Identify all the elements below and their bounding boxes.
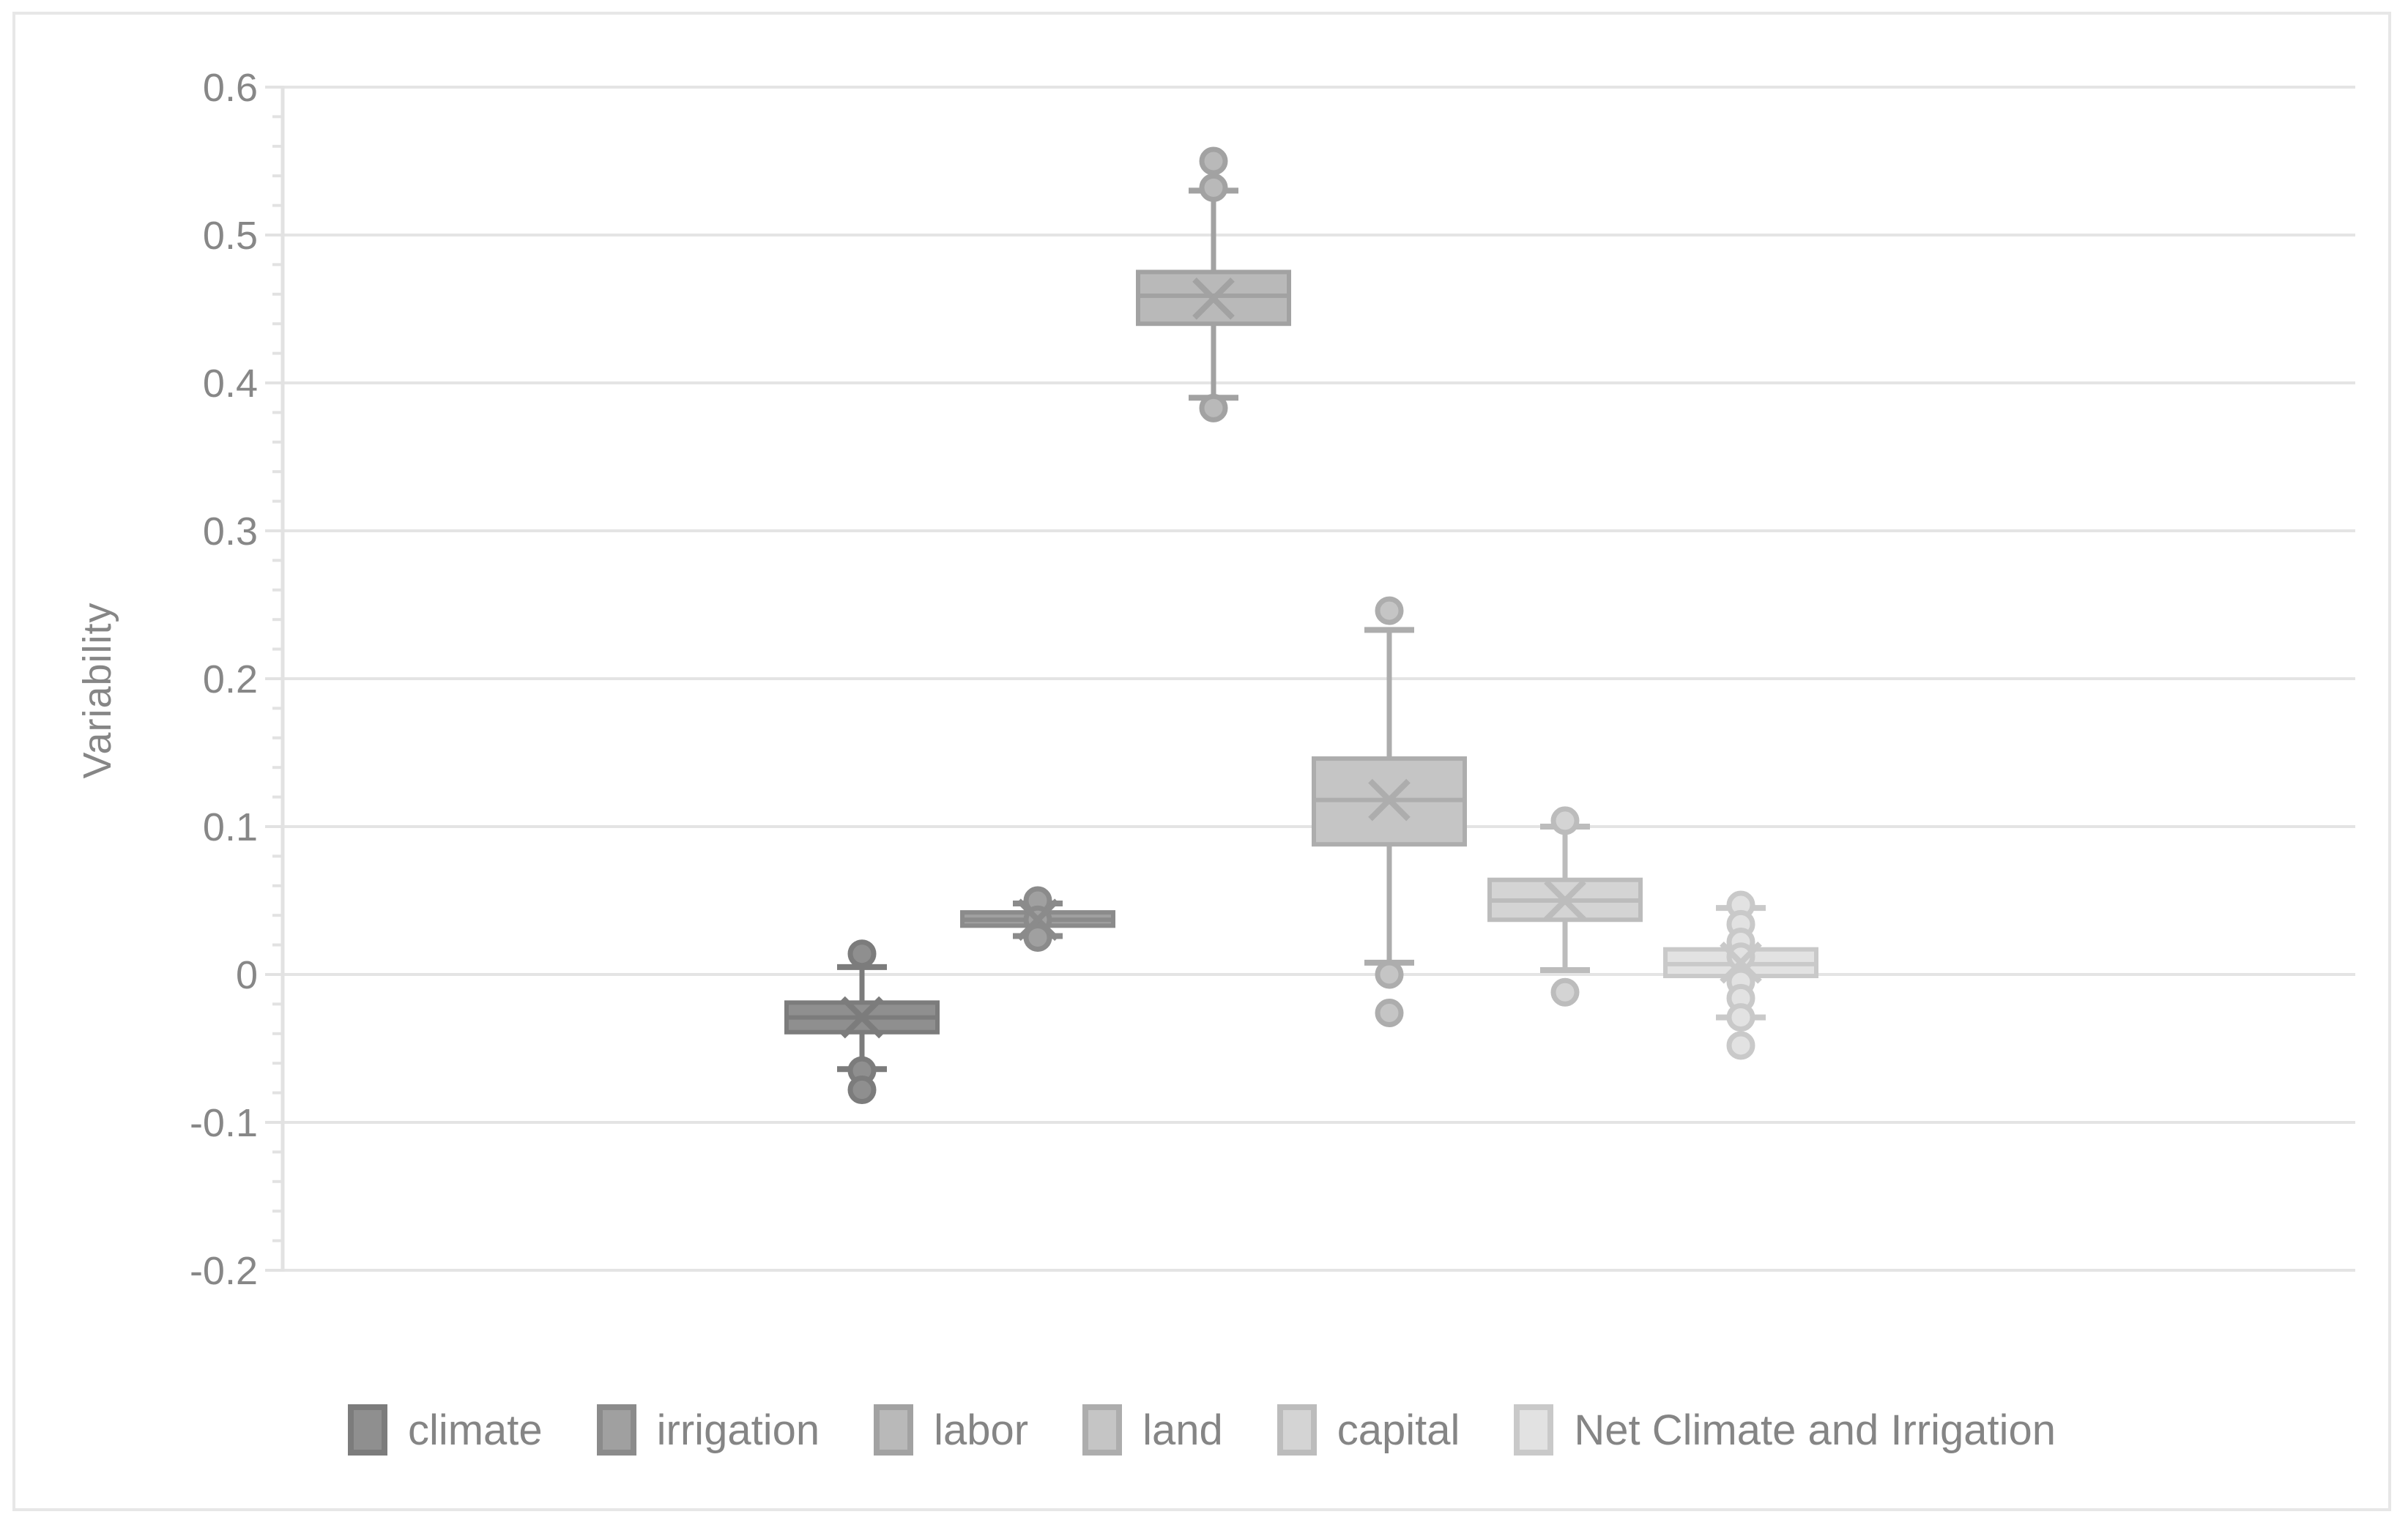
- outlier-dot: [847, 939, 877, 969]
- legend-label-climate: climate: [407, 1406, 543, 1454]
- outlier-dot: [1375, 596, 1404, 625]
- outlier-dot: [1199, 393, 1228, 422]
- series-marks: [784, 146, 1818, 1105]
- series-irrigation: [960, 886, 1115, 952]
- outlier-dot: [1550, 806, 1580, 835]
- legend-label-capital: capital: [1337, 1406, 1460, 1454]
- y-tick-label: 0.3: [203, 510, 258, 554]
- y-tick-label: -0.2: [190, 1249, 258, 1293]
- mean-marker: [1192, 277, 1235, 320]
- legend-item-labor: labor: [874, 1404, 1028, 1456]
- legend-label-net-climate-and-irrigation: Net Climate and Irrigation: [1574, 1406, 2056, 1454]
- y-axis: 0.6 0.5 0.4 0.3 0.2 0.1 0 -0.1 -0.2: [190, 66, 285, 1293]
- outlier-dot: [1199, 146, 1228, 176]
- mean-marker: [1720, 942, 1762, 984]
- outlier-dot: [1726, 1031, 1755, 1060]
- legend-item-net-climate-and-irrigation: Net Climate and Irrigation: [1514, 1404, 2056, 1456]
- series-land: [1312, 596, 1467, 1028]
- legend-label-land: land: [1142, 1406, 1223, 1454]
- outlier-dot: [1199, 173, 1228, 202]
- series-capital: [1487, 806, 1643, 1007]
- mean-marker: [1368, 778, 1411, 821]
- legend-swatch-labor: [874, 1404, 914, 1456]
- legend-item-capital: capital: [1277, 1404, 1460, 1456]
- legend-swatch-climate: [347, 1404, 387, 1456]
- legend-label-labor: labor: [934, 1406, 1029, 1454]
- outlier-dot: [1550, 977, 1580, 1007]
- outlier-dot: [1375, 960, 1404, 989]
- legend-label-irrigation: irrigation: [656, 1406, 820, 1454]
- outlier-dot: [1726, 1003, 1755, 1032]
- y-tick-label: 0.6: [203, 66, 258, 110]
- y-axis-title: Variability: [75, 602, 119, 779]
- mean-marker: [1017, 898, 1059, 942]
- outlier-dot: [1023, 923, 1052, 952]
- y-tick-label: 0.1: [203, 805, 258, 849]
- series-labor: [1136, 146, 1291, 422]
- outlier-dot: [1375, 999, 1404, 1028]
- box-plot-chart: 0.6 0.5 0.4 0.3 0.2 0.1 0 -0.1 -0.2: [190, 66, 2355, 1293]
- legend-swatch-capital: [1277, 1404, 1317, 1456]
- y-tick-label: 0: [236, 953, 258, 997]
- legend: climate irrigation labor land capital Net Cli…: [15, 1390, 2388, 1470]
- outlier-dot: [847, 1076, 877, 1105]
- legend-swatch-net-climate-and-irrigation: [1514, 1404, 1554, 1456]
- chart-figure: 0.6 0.5 0.4 0.3 0.2 0.1 0 -0.1 -0.2 Variability …: [12, 12, 2391, 1511]
- legend-item-land: land: [1082, 1404, 1223, 1456]
- mean-marker: [841, 996, 883, 1039]
- y-tick-label: 0.5: [203, 214, 258, 258]
- legend-item-climate: climate: [347, 1404, 543, 1456]
- y-tick-label: 0.4: [203, 362, 258, 406]
- legend-swatch-land: [1082, 1404, 1123, 1456]
- y-tick-label: 0.2: [203, 657, 258, 701]
- gridlines: [283, 86, 2355, 1272]
- series-climate: [784, 939, 940, 1105]
- y-tick-label: -0.1: [190, 1101, 258, 1145]
- legend-item-irrigation: irrigation: [596, 1404, 820, 1456]
- mean-marker: [1544, 879, 1586, 922]
- legend-swatch-irrigation: [596, 1404, 636, 1456]
- series-net-climate-and-irrigation: [1663, 890, 1818, 1060]
